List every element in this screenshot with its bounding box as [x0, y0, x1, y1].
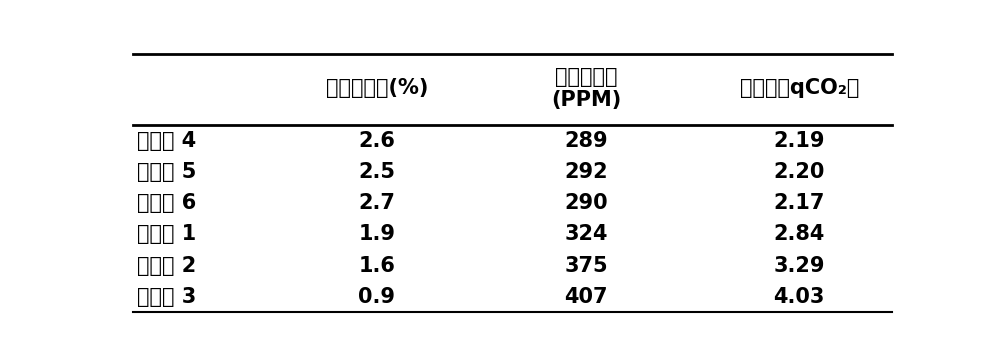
Text: 实施例 4: 实施例 4 [137, 131, 196, 151]
Text: 2.19: 2.19 [774, 131, 825, 151]
Text: 292: 292 [564, 162, 608, 182]
Text: 对比例 3: 对比例 3 [137, 287, 196, 307]
Text: 407: 407 [564, 287, 608, 307]
Text: 2.5: 2.5 [358, 162, 395, 182]
Text: 0.9: 0.9 [358, 287, 395, 307]
Text: 有机质含量(%): 有机质含量(%) [326, 78, 428, 98]
Text: 4.03: 4.03 [774, 287, 825, 307]
Text: 2.7: 2.7 [358, 193, 395, 213]
Text: 2.17: 2.17 [774, 193, 825, 213]
Text: 375: 375 [564, 256, 608, 276]
Text: 重金属含量
(PPM): 重金属含量 (PPM) [551, 67, 621, 110]
Text: 2.20: 2.20 [774, 162, 825, 182]
Text: 1.6: 1.6 [358, 256, 395, 276]
Text: 对比例 1: 对比例 1 [137, 224, 196, 244]
Text: 290: 290 [564, 193, 608, 213]
Text: 实施例 5: 实施例 5 [137, 162, 196, 182]
Text: 3.29: 3.29 [774, 256, 825, 276]
Text: 1.9: 1.9 [358, 224, 395, 244]
Text: 代谢熵（qCO₂）: 代谢熵（qCO₂） [740, 78, 859, 98]
Text: 324: 324 [564, 224, 608, 244]
Text: 实施例 6: 实施例 6 [137, 193, 196, 213]
Text: 289: 289 [564, 131, 608, 151]
Text: 2.6: 2.6 [358, 131, 395, 151]
Text: 对比例 2: 对比例 2 [137, 256, 196, 276]
Text: 2.84: 2.84 [774, 224, 825, 244]
